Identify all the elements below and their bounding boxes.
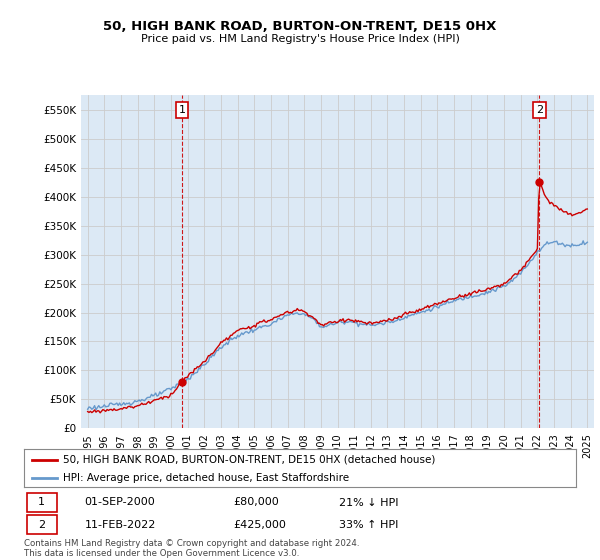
Text: 21% ↓ HPI: 21% ↓ HPI: [338, 497, 398, 507]
FancyBboxPatch shape: [27, 493, 57, 512]
Text: £425,000: £425,000: [234, 520, 287, 530]
Text: 50, HIGH BANK ROAD, BURTON-ON-TRENT, DE15 0HX: 50, HIGH BANK ROAD, BURTON-ON-TRENT, DE1…: [103, 20, 497, 32]
Text: 2: 2: [536, 105, 543, 115]
Text: 33% ↑ HPI: 33% ↑ HPI: [338, 520, 398, 530]
Text: Contains HM Land Registry data © Crown copyright and database right 2024.
This d: Contains HM Land Registry data © Crown c…: [24, 539, 359, 558]
Text: 1: 1: [179, 105, 185, 115]
Text: 01-SEP-2000: 01-SEP-2000: [85, 497, 155, 507]
FancyBboxPatch shape: [27, 515, 57, 534]
Text: Price paid vs. HM Land Registry's House Price Index (HPI): Price paid vs. HM Land Registry's House …: [140, 34, 460, 44]
Text: 2: 2: [38, 520, 45, 530]
Text: 11-FEB-2022: 11-FEB-2022: [85, 520, 156, 530]
Text: 1: 1: [38, 497, 45, 507]
Text: £80,000: £80,000: [234, 497, 280, 507]
Text: HPI: Average price, detached house, East Staffordshire: HPI: Average price, detached house, East…: [62, 473, 349, 483]
Text: 50, HIGH BANK ROAD, BURTON-ON-TRENT, DE15 0HX (detached house): 50, HIGH BANK ROAD, BURTON-ON-TRENT, DE1…: [62, 455, 435, 465]
